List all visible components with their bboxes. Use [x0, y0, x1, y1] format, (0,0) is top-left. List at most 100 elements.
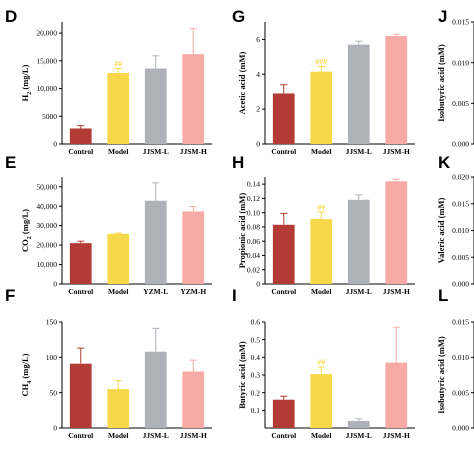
y-tick-label-i: 0.5: [251, 335, 261, 344]
category-label-d-model: Model: [108, 147, 128, 156]
y-tick-label-h: 0.14: [247, 180, 260, 189]
y-tick-label-l: 0.000: [452, 424, 469, 433]
category-label-i-jjsm-h: JJSM-H: [383, 431, 410, 440]
y-axis-title-j: Isobutyric acid (mM): [436, 44, 446, 122]
y-tick-label-g: 4: [256, 70, 260, 79]
y-tick-label-i: 0.4: [251, 353, 261, 362]
panel-letter-i: I: [232, 286, 237, 305]
bar-e-model: [107, 233, 130, 284]
y-tick-label-h: 0.12: [247, 194, 260, 203]
y-axis-title-h: Propionic acid (mM): [237, 193, 247, 269]
category-label-f-jjsm-h: JJSM-H: [180, 431, 207, 440]
category-label-e-control: Control: [68, 287, 93, 296]
y-tick-label-h: 0.10: [247, 208, 260, 217]
category-label-i-model: Model: [311, 431, 331, 440]
category-label-f-jjsm-l: JJSM-L: [143, 431, 169, 440]
y-tick-label-g: 6: [256, 35, 260, 44]
panel-letter-k: K: [438, 153, 451, 172]
y-tick-label-d: 5000: [42, 112, 57, 121]
bar-f-jjsm-l: [144, 351, 167, 428]
category-label-g-model: Model: [311, 147, 331, 156]
bar-d-jjsm-h: [182, 54, 205, 144]
category-label-e-yzm-h: YZM-H: [180, 287, 206, 296]
panel-h: H 0 0.02 0.04 0.06 0.08 0.10 0.12 0.14Propionic …: [232, 153, 415, 296]
bar-h-jjsm-h: [385, 181, 408, 284]
category-label-e-model: Model: [108, 287, 128, 296]
sig-marker-d-model: ##: [114, 60, 122, 69]
bar-g-model: [310, 71, 333, 144]
bar-h-control: [272, 224, 295, 284]
y-tick-label-f: 100: [46, 353, 58, 362]
bar-i-model: [310, 374, 333, 428]
y-tick-label-j: 0.005: [452, 99, 469, 108]
bar-e-yzm-h: [182, 211, 205, 284]
bar-f-control: [69, 363, 92, 428]
bar-e-yzm-l: [144, 200, 167, 284]
panel-letter-d: D: [5, 7, 17, 26]
y-axis-title-d: H2 (mg/L): [20, 64, 33, 101]
y-tick-label-h: 0.02: [247, 265, 260, 274]
bar-e-control: [69, 243, 92, 284]
y-tick-label-f: 50: [50, 388, 58, 397]
panel-f: F 0 50 100 150 CH4 (mg/L) Control Model JJSM-L JJ…: [5, 286, 212, 440]
y-tick-label-l: 0.015: [452, 318, 469, 327]
y-tick-label-e: 40,000: [36, 202, 57, 211]
panel-letter-j: J: [438, 7, 447, 26]
y-tick-label-f: 150: [46, 318, 58, 327]
panel-g: G 0 2 4 6 Acetic acid (mM) Control ### Model JJSM…: [232, 7, 415, 156]
category-label-f-control: Control: [68, 431, 93, 440]
y-tick-label-d: 20,000: [36, 29, 57, 38]
panel-j: J 0.000 0.005 0.010 0.015 Isobutyric acid (mM…: [436, 7, 474, 149]
y-tick-label-h: 0.04: [247, 251, 260, 260]
y-tick-label-j: 0.000: [452, 140, 469, 149]
panel-letter-h: H: [232, 153, 244, 172]
sig-marker-h-model: ##: [317, 203, 325, 212]
y-tick-label-j: 0.015: [452, 18, 469, 27]
y-tick-label-h: 0.06: [247, 237, 260, 246]
y-tick-label-f: 0: [53, 424, 57, 433]
bar-i-control: [272, 399, 295, 428]
category-label-g-jjsm-l: JJSM-L: [346, 147, 372, 156]
y-tick-label-k: 0.000: [452, 280, 469, 289]
y-tick-label-i: 0.6: [251, 318, 261, 327]
y-tick-label-d: 10,000: [36, 84, 57, 93]
y-axis-title-k: Valeric acid (mM): [436, 197, 446, 263]
panel-d: D 0 5000 10,000 15,000 20,000 H2 (mg/L) Control…: [5, 7, 212, 156]
bar-g-jjsm-l: [347, 44, 370, 144]
y-tick-label-e: 20,000: [36, 241, 57, 250]
y-tick-label-i: 0.2: [251, 388, 261, 397]
category-label-g-jjsm-h: JJSM-H: [383, 147, 410, 156]
bar-g-control: [272, 93, 295, 144]
category-label-h-model: Model: [311, 287, 331, 296]
y-tick-label-h: 0: [256, 280, 260, 289]
bar-f-jjsm-h: [182, 371, 205, 428]
sig-marker-i-model: ##: [317, 358, 325, 367]
y-tick-label-g: 0: [256, 140, 260, 149]
y-tick-label-e: 10,000: [36, 260, 57, 269]
category-label-h-control: Control: [271, 287, 296, 296]
y-tick-label-j: 0.010: [452, 58, 469, 67]
y-tick-label-i: 0.1: [251, 406, 261, 415]
y-tick-label-l: 0.010: [452, 353, 469, 362]
bar-i-jjsm-h: [385, 362, 408, 428]
category-label-e-yzm-l: YZM-L: [143, 287, 168, 296]
y-tick-label-e: 30,000: [36, 221, 57, 230]
panel-letter-f: F: [5, 286, 15, 305]
panel-k: K 0.000 0.005 0.010 0.015 0.020 Valeric acid (…: [436, 153, 474, 289]
bar-g-jjsm-h: [385, 35, 408, 144]
category-label-i-control: Control: [271, 431, 296, 440]
panel-e: E 0 10,000 20,000 30,000 40,000 50,000 CO2 (mg/…: [5, 153, 212, 296]
sig-marker-g-model: ###: [315, 57, 327, 66]
category-label-d-jjsm-h: JJSM-H: [180, 147, 207, 156]
y-tick-label-e: 50,000: [36, 182, 57, 191]
y-axis-title-e: CO2 (mg/L): [20, 209, 33, 252]
bar-i-jjsm-l: [347, 420, 370, 428]
bar-f-model: [107, 389, 130, 428]
y-axis-title-l: Isobutyric acid (mM): [436, 336, 446, 414]
panel-l: L 0.000 0.005 0.010 0.015 Isobutyric acid (mM…: [436, 286, 474, 433]
category-label-h-jjsm-l: JJSM-L: [346, 287, 372, 296]
y-axis-title-f: CH4 (mg/L): [20, 353, 33, 396]
category-label-g-control: Control: [271, 147, 296, 156]
y-axis-title-g: Acetic acid (mM): [237, 51, 247, 114]
